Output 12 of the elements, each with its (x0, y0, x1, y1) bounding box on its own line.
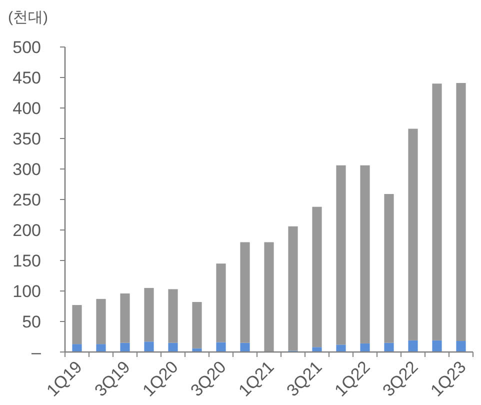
y-tick-label: 150 (12, 252, 41, 270)
y-tick-label: 250 (12, 190, 41, 210)
y-tick-label: 100 (12, 282, 41, 301)
y-tick-label: 450 (12, 68, 41, 88)
y-tick-label: 350 (12, 130, 41, 148)
y-tick-label: – (32, 343, 42, 362)
y-tick-label: 400 (12, 99, 41, 118)
y-tick-label: 200 (12, 221, 41, 240)
y-axis-title: (천대) (8, 9, 48, 26)
y-tick-label: 50 (22, 312, 41, 332)
y-tick-label: 300 (12, 160, 41, 179)
y-tick-label: 500 (12, 38, 41, 57)
